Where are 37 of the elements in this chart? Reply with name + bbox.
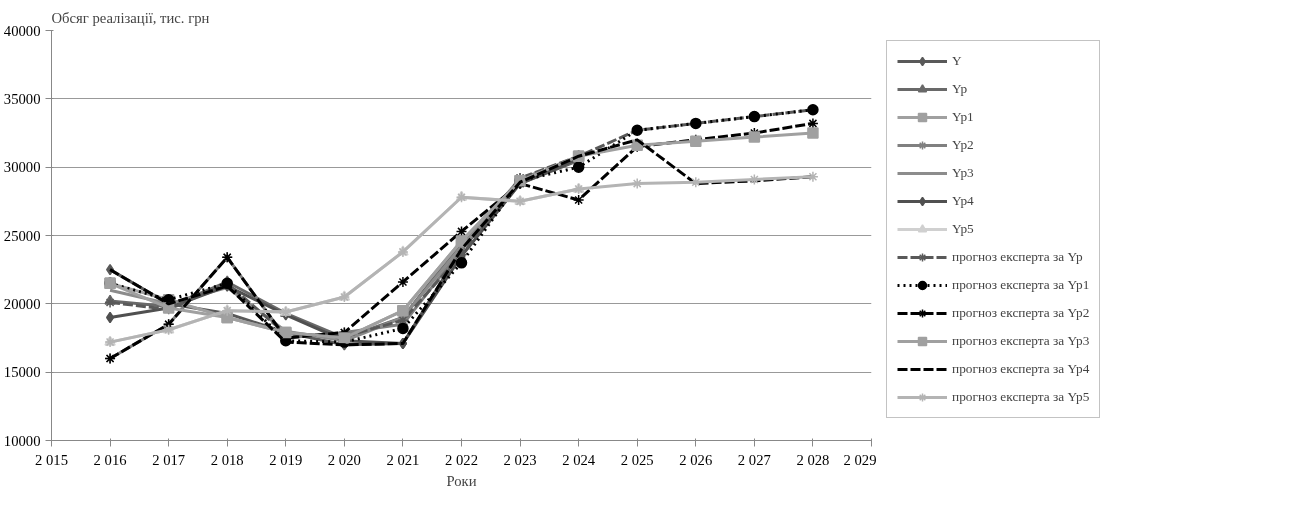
y-tick-label: 10000 (3, 432, 41, 449)
x-tick-label: 2 026 (679, 451, 713, 468)
legend-label: Y (952, 53, 963, 69)
y-tick-label: 30000 (3, 159, 41, 176)
legend-label: Yp1 (952, 109, 974, 125)
x-tick-label: 2 023 (503, 451, 537, 468)
x-tick-label: 2 017 (152, 451, 186, 468)
x-tick-label: 2 028 (796, 451, 830, 468)
x-tick-label: 2 027 (737, 451, 771, 468)
y-tick-label: 35000 (3, 90, 41, 107)
y-tick-label: 15000 (3, 364, 41, 381)
x-tick-label: 2 019 (269, 451, 303, 468)
x-tick-label: 2 015 (35, 451, 68, 468)
legend-label: Yp (952, 81, 969, 97)
x-axis-title: Роки (446, 472, 477, 489)
legend-label: Yp3 (952, 165, 974, 181)
y-tick-label: 25000 (3, 227, 41, 244)
x-tick-label: 2 022 (445, 451, 478, 468)
legend-label: прогноз експерта за Yp1 (952, 277, 1090, 293)
x-tick-label: 2 021 (386, 451, 420, 468)
x-tick-label: 2 018 (210, 451, 244, 468)
y-tick-label: 20000 (3, 295, 41, 312)
legend-label: прогноз експерта за Yp5 (952, 389, 1090, 405)
legend-label: прогноз експерта за Yp2 (952, 305, 1090, 321)
legend-label: прогноз експерта за Yp (952, 249, 1083, 265)
legend-label: Yp5 (952, 221, 974, 237)
x-tick-label: 2 029 (843, 451, 877, 468)
y-tick-label: 40000 (3, 22, 41, 39)
x-tick-label: 2 020 (327, 451, 361, 468)
legend-label: прогноз експерта за Yp4 (952, 361, 1090, 377)
legend-label: Yp2 (952, 137, 974, 153)
x-tick-label: 2 024 (562, 451, 596, 468)
legend-label: Yp4 (952, 193, 974, 209)
x-tick-label: 2 025 (620, 451, 654, 468)
y-axis-title: Обсяг реалізації, тис. грн (51, 9, 210, 26)
legend-label: прогноз експерта за Yp3 (952, 333, 1090, 349)
x-tick-label: 2 016 (93, 451, 127, 468)
